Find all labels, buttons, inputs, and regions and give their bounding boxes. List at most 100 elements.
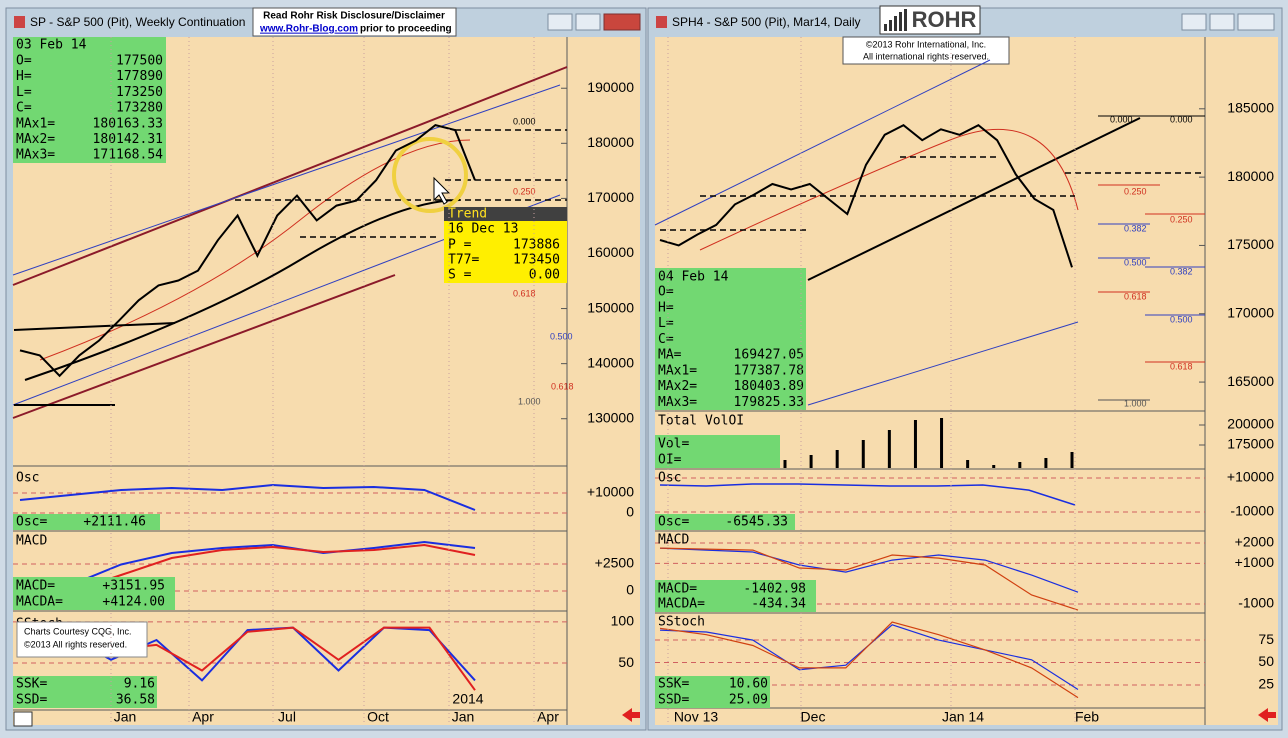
x-tick-label: Jan 14 [942, 709, 984, 725]
trend-title: Trend [448, 207, 487, 222]
year-label: 2014 [452, 691, 483, 707]
copyright-line: All international rights reserved. [863, 51, 989, 61]
readout-label: SSD= [658, 693, 689, 708]
y-tick-label: 0 [626, 504, 634, 520]
fib-label: 0.382 [1124, 223, 1147, 233]
disclaimer-link[interactable]: www.Rohr-Blog.com [259, 24, 358, 35]
readout-label: C= [658, 332, 674, 347]
window-buttons[interactable] [547, 13, 1275, 31]
readout-label: MAx1= [16, 116, 55, 131]
readout-value: 173250 [116, 85, 163, 100]
fib-label: 0.250 [1124, 186, 1147, 196]
readout-label: MAx2= [658, 379, 697, 394]
macd-line [19, 540, 476, 599]
copyright-box [842, 36, 1010, 65]
macda-line [659, 547, 1079, 611]
fib-label: 0.618 [513, 288, 536, 298]
readout-box [655, 435, 780, 468]
trend-date: 16 Dec 13 [448, 222, 518, 237]
readout-label: SSD= [16, 693, 47, 708]
right-app-icon [656, 16, 667, 28]
readout-value: +4124.00 [102, 595, 165, 610]
volume-bar [966, 460, 970, 468]
readout-label: S = [448, 268, 472, 283]
y-tick-label: -10000 [1230, 503, 1274, 519]
readout-box [444, 221, 567, 283]
readout-label: MAx2= [16, 132, 55, 147]
scroll-thumb[interactable] [13, 711, 33, 727]
fib-label: 0.000 [1170, 114, 1193, 124]
y-tick-label: 190000 [587, 79, 634, 95]
readout-label: H= [658, 300, 674, 315]
readout-value: 173450 [513, 253, 560, 268]
y-tick-label: +10000 [1227, 469, 1274, 485]
left-title: SP - S&P 500 (Pit), Weekly Continuation [30, 15, 245, 29]
y-tick-label: +1000 [1235, 554, 1275, 570]
volume-bar [940, 418, 944, 468]
panel-label: Osc [658, 471, 681, 486]
readout-value: 173280 [116, 101, 163, 116]
fib-label: 0.618 [1124, 291, 1147, 301]
readout-box [655, 580, 816, 612]
y-tick-label: 140000 [587, 354, 634, 370]
y-tick-label: 200000 [1227, 416, 1274, 432]
volume-bar [861, 440, 865, 468]
readout-value: 171168.54 [93, 148, 164, 163]
y-tick-label: 50 [1258, 653, 1274, 669]
price-line [659, 124, 1073, 268]
panel-label: Total VolOI [658, 414, 744, 429]
readout-box [13, 37, 166, 163]
disclaimer-line1: Read Rohr Risk Disclosure/Disclaimer [263, 11, 445, 22]
fib-label: 0.250 [1170, 214, 1193, 224]
credit-box [16, 621, 148, 658]
readout-box [13, 514, 160, 530]
y-tick-label: 180000 [1227, 168, 1274, 184]
price-line [19, 124, 476, 378]
y-tick-label: 0 [626, 582, 634, 598]
x-tick-label: Jul [278, 709, 296, 725]
readout-value: 180403.89 [734, 379, 804, 394]
readout-box [13, 577, 175, 610]
y-tick-label: 175000 [1227, 236, 1274, 252]
readout-label: OI= [658, 453, 682, 468]
readout-value: 10.60 [729, 677, 768, 692]
scroll-arrow[interactable] [1258, 708, 1276, 722]
copyright-line: ©2013 Rohr International, Inc. [866, 39, 986, 49]
readout-label: O= [16, 54, 32, 69]
right-title: SPH4 - S&P 500 (Pit), Mar14, Daily [672, 15, 861, 29]
readout-box [655, 676, 770, 708]
y-tick-label: +10000 [587, 484, 634, 500]
volume-bar [809, 455, 813, 468]
logo-bars [884, 9, 907, 31]
readout-label: L= [658, 316, 674, 331]
readout-box [655, 514, 795, 530]
readout-value: 0.00 [529, 268, 560, 283]
readout-value: 177500 [116, 54, 163, 69]
readout-label: Osc= [658, 515, 689, 530]
x-tick-label: Jan [114, 709, 137, 725]
y-tick-label: 185000 [1227, 100, 1274, 116]
readout-label: MACD= [16, 579, 55, 594]
y-tick-label: -1000 [1238, 595, 1274, 611]
info-date: 04 Feb 14 [658, 270, 729, 285]
osc-line [19, 483, 476, 511]
panel-label: MACD [16, 534, 47, 549]
ssd-line [659, 621, 1079, 699]
readout-value: 36.58 [116, 693, 155, 708]
readout-value: 173886 [513, 238, 560, 253]
readout-label: MA= [658, 348, 682, 363]
y-tick-label: 130000 [587, 409, 634, 425]
readout-value: +2111.46 [83, 515, 146, 530]
volume-bar [887, 430, 891, 468]
y-tick-label: 150000 [587, 299, 634, 315]
readout-label: Vol= [658, 437, 689, 452]
scroll-arrow[interactable] [622, 708, 640, 722]
readout-label: MACD= [658, 582, 697, 597]
credit-line: ©2013 All rights reserved. [24, 639, 127, 649]
fib-label: 0.382 [1170, 266, 1193, 276]
macd-line [659, 547, 1079, 593]
readout-label: O= [658, 285, 674, 300]
readout-label: H= [16, 69, 32, 84]
panel-label: MACD [658, 533, 689, 548]
